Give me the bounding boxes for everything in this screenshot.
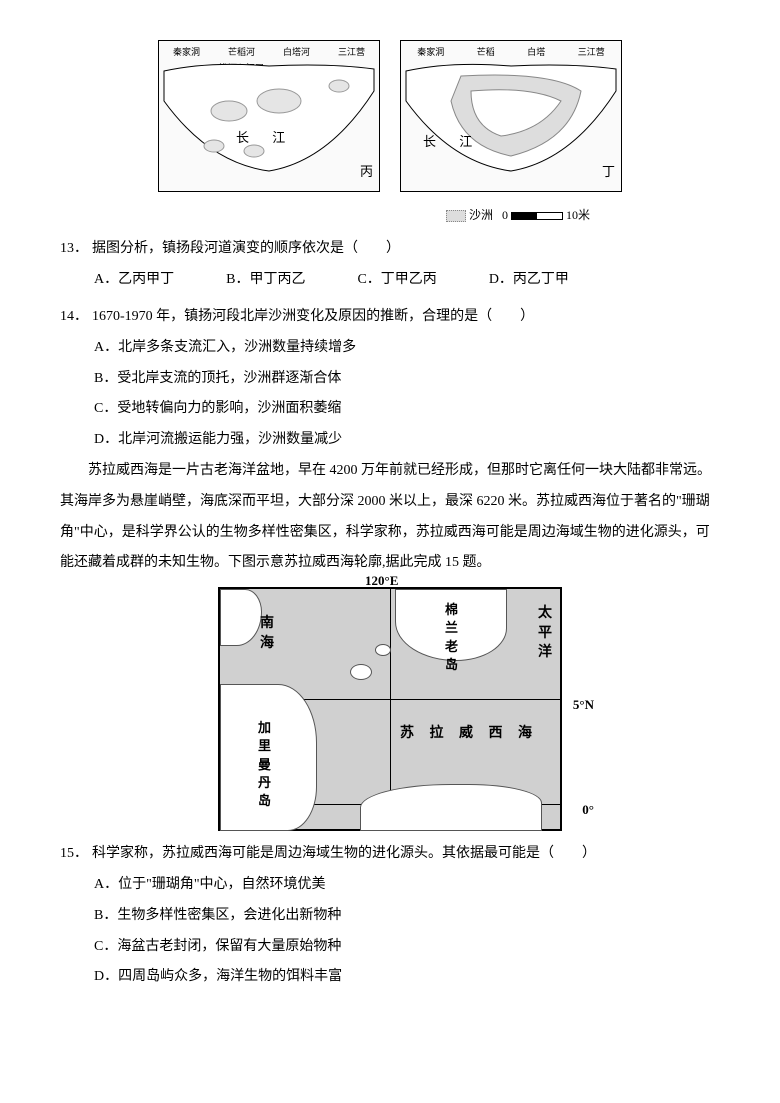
q15-opt-c[interactable]: C．海盆古老封闭，保留有大量原始物种 — [94, 932, 720, 963]
q14-opt-d[interactable]: D．北岸河流搬运能力强，沙洲数量减少 — [94, 425, 720, 456]
q14-options: A．北岸多条支流汇入，沙洲数量持续增多 B．受北岸支流的顶托，沙洲群逐渐合体 C… — [94, 333, 720, 456]
region-kalimantan: 加里曼丹岛 — [258, 719, 271, 810]
scale-bar-icon — [511, 212, 563, 220]
q13-stem: 据图分析，镇扬段河道演变的顺序依次是（ ） — [92, 234, 720, 265]
q15-options: A．位于"珊瑚角"中心，自然环境优美 B．生物多样性密集区，会进化出新物种 C．… — [94, 870, 720, 993]
question-13: 13． 据图分析，镇扬段河道演变的顺序依次是（ ） A．乙丙甲丁 B．甲丁丙乙 … — [60, 234, 720, 296]
q14-number: 14． — [60, 302, 88, 333]
q13-options: A．乙丙甲丁 B．甲丁丙乙 C．丁甲乙丙 D．丙乙丁甲 — [94, 265, 720, 296]
passage-sulawesi: 苏拉威西海是一片古老海洋盆地，早在 4200 万年前就已经形成，但那时它离任何一… — [60, 456, 720, 579]
legend-label: 沙洲 — [469, 208, 493, 222]
q15-number: 15． — [60, 839, 88, 870]
q15-opt-a[interactable]: A．位于"珊瑚角"中心，自然环境优美 — [94, 870, 720, 901]
river-map-right: 秦家洞 芒稻 白塔 三江营 长 江 丁 — [400, 40, 622, 192]
lon-120e-label: 120°E — [365, 567, 398, 596]
q14-opt-c[interactable]: C．受地转偏向力的影响，沙洲面积萎缩 — [94, 394, 720, 425]
river-name: 长 江 — [236, 124, 295, 153]
river-map-left: 秦家洞 芒稻河 白塔河 三江营 淮河入江口 长 江 丙 — [158, 40, 380, 192]
q15-opt-d[interactable]: D．四周岛屿众多，海洋生物的饵料丰富 — [94, 962, 720, 993]
river-name: 长 江 — [423, 128, 482, 157]
land-shape — [375, 644, 391, 656]
river-outline-icon — [159, 41, 379, 191]
region-mindanao: 棉兰老岛 — [445, 601, 458, 674]
region-sulawesi-sea: 苏 拉 威 西 海 — [400, 724, 538, 744]
legend-swatch-icon — [446, 210, 466, 222]
land-shape — [350, 664, 372, 680]
q13-opt-b[interactable]: B．甲丁丙乙 — [226, 265, 305, 296]
sulawesi-map-wrap: 120°E 5°N 0° 南海 太平洋 棉兰老岛 加里曼丹岛 苏 拉 威 西 海 — [60, 587, 720, 831]
scale-start: 0 — [502, 208, 508, 222]
question-15: 15． 科学家称，苏拉威西海可能是周边海域生物的进化源头。其依据最可能是（ ） … — [60, 839, 720, 993]
q13-opt-d[interactable]: D．丙乙丁甲 — [489, 265, 569, 296]
q13-opt-c[interactable]: C．丁甲乙丙 — [357, 265, 436, 296]
q15-opt-b[interactable]: B．生物多样性密集区，会进化出新物种 — [94, 901, 720, 932]
q15-stem: 科学家称，苏拉威西海可能是周边海域生物的进化源头。其依据最可能是（ ） — [92, 839, 720, 870]
map-scale: 沙洲 0 10米 — [60, 202, 590, 228]
region-south-china-sea: 南海 — [260, 614, 274, 653]
sulawesi-map: 120°E 5°N 0° 南海 太平洋 棉兰老岛 加里曼丹岛 苏 拉 威 西 海 — [218, 587, 562, 831]
equator-label: 0° — [582, 796, 594, 825]
question-14: 14． 1670-1970 年，镇扬河段北岸沙洲变化及原因的推断，合理的是（ ）… — [60, 302, 720, 456]
q14-stem: 1670-1970 年，镇扬河段北岸沙洲变化及原因的推断，合理的是（ ） — [92, 302, 720, 333]
q14-opt-b[interactable]: B．受北岸支流的顶托，沙洲群逐渐合体 — [94, 364, 720, 395]
region-pacific: 太平洋 — [538, 604, 552, 663]
scale-end: 10米 — [566, 208, 590, 222]
q13-opt-a[interactable]: A．乙丙甲丁 — [94, 265, 174, 296]
river-maps-row: 秦家洞 芒稻河 白塔河 三江营 淮河入江口 长 江 丙 秦家洞 芒稻 白塔 三江… — [60, 40, 720, 192]
q13-number: 13． — [60, 234, 88, 265]
q14-opt-a[interactable]: A．北岸多条支流汇入，沙洲数量持续增多 — [94, 333, 720, 364]
map-corner-label: 丙 — [360, 158, 373, 187]
river-outline-icon — [401, 41, 621, 191]
map-corner-label: 丁 — [602, 158, 615, 187]
land-sulawesi-island — [360, 784, 542, 831]
land-shape — [220, 589, 262, 646]
lat-5n-label: 5°N — [573, 691, 594, 720]
